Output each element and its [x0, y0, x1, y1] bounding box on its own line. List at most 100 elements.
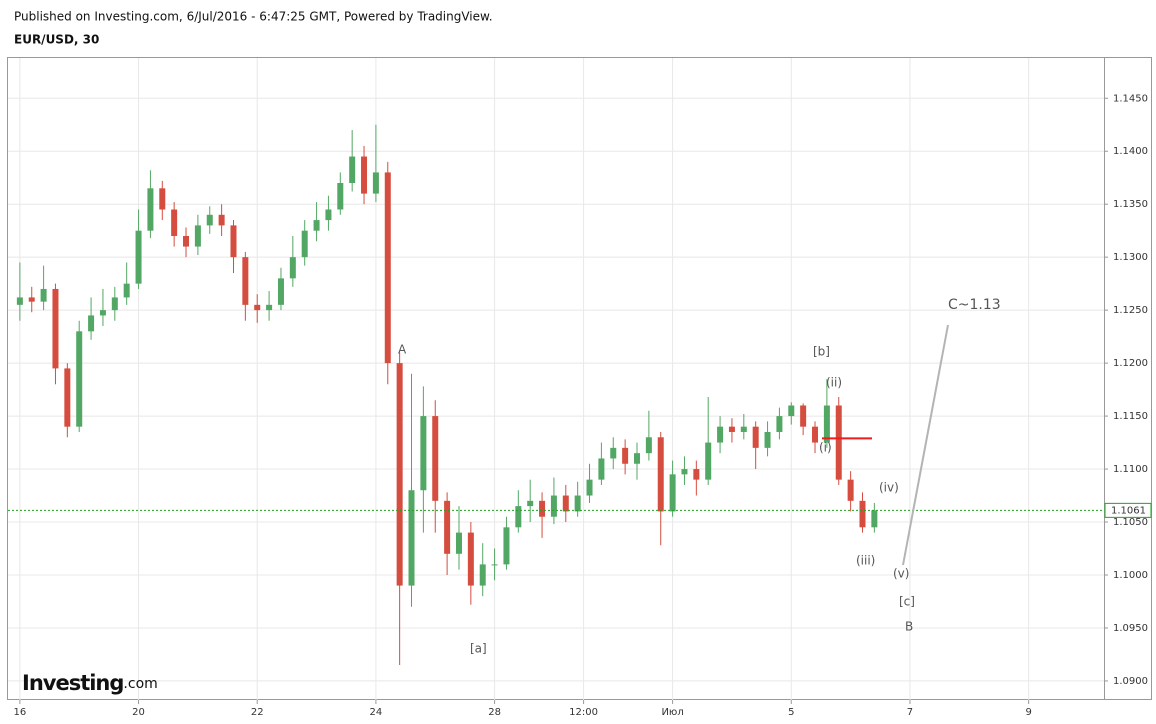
wave-label: [c]	[899, 595, 915, 609]
candle-body	[76, 331, 83, 427]
candle-body	[171, 209, 178, 236]
y-tick-label: 1.1000	[1113, 570, 1148, 581]
candle-body	[277, 278, 284, 305]
candle-body	[574, 495, 581, 512]
candle-body	[123, 283, 130, 298]
x-tick-label: 20	[132, 707, 145, 718]
plot-frame	[7, 57, 1105, 700]
y-tick-label: 1.1150	[1113, 411, 1148, 422]
y-tick-label: 1.1450	[1113, 93, 1148, 104]
candle-body	[372, 172, 379, 194]
logo-main: Investing	[22, 671, 123, 695]
candle-body	[503, 527, 510, 565]
x-tick-label: 22	[251, 707, 264, 718]
candle-body	[681, 469, 688, 475]
last-price-label: 1.1061	[1111, 505, 1146, 516]
candle-body	[313, 220, 320, 231]
candle-body	[717, 426, 724, 443]
candle-body	[266, 304, 273, 311]
wave-label: [a]	[470, 642, 487, 656]
candle-body	[337, 183, 344, 210]
candle-body	[384, 172, 391, 364]
candle-body	[622, 447, 629, 464]
x-tick-label: Июл	[661, 707, 683, 718]
candle-body	[550, 495, 557, 517]
last-price-box	[1104, 502, 1152, 518]
candle-body	[515, 506, 522, 528]
candle-body	[64, 368, 71, 427]
candle-body	[325, 209, 332, 221]
candle-body	[728, 426, 735, 432]
candle-body	[527, 500, 534, 507]
y-tick-label: 1.0950	[1113, 623, 1148, 634]
candle-body	[28, 297, 35, 302]
x-tick-label: 7	[907, 707, 913, 718]
candle-body	[420, 416, 427, 491]
x-tick-label: 16	[14, 707, 27, 718]
candle-body	[823, 405, 830, 443]
candle-body	[539, 500, 546, 517]
wave-label: (v)	[893, 567, 909, 581]
candle-body	[361, 156, 368, 194]
candle-body	[183, 235, 190, 247]
x-tick-label: 5	[788, 707, 794, 718]
candle-body	[218, 214, 225, 226]
candle-body	[752, 426, 759, 448]
candle-body	[254, 304, 261, 311]
candle-body	[40, 288, 47, 302]
wave-label: (iii)	[856, 554, 875, 568]
candle-body	[230, 225, 237, 258]
candle-body	[159, 188, 166, 210]
wave-label: (iv)	[879, 481, 899, 495]
candle-body	[206, 214, 213, 226]
y-tick-label: 1.1050	[1113, 517, 1148, 528]
wave-label: [b]	[813, 345, 830, 359]
candle-body	[16, 297, 23, 305]
candle-body	[586, 479, 593, 496]
candle-body	[408, 490, 415, 586]
candle-body	[776, 416, 783, 432]
candle-body	[645, 437, 652, 454]
x-tick-label: 28	[488, 707, 501, 718]
candle-body	[871, 510, 878, 528]
x-tick-label: 24	[370, 707, 383, 718]
candle-body	[693, 469, 700, 480]
candle-body	[467, 532, 474, 586]
candle-body	[135, 230, 142, 284]
x-tick-label: 12:00	[569, 707, 598, 718]
candle-body	[88, 315, 95, 332]
wave-label: B	[905, 620, 913, 634]
candle-body	[455, 532, 462, 554]
candle-body	[349, 156, 356, 184]
candle-body	[740, 426, 747, 432]
candle-body	[479, 564, 486, 586]
candle-body	[835, 405, 842, 480]
candle-body	[289, 257, 296, 279]
candle-body	[147, 188, 154, 231]
y-tick-label: 1.1350	[1113, 199, 1148, 210]
candle-body	[800, 405, 807, 427]
logo-suffix: .com	[123, 676, 157, 692]
y-tick-label: 1.1400	[1113, 146, 1148, 157]
candle-body	[705, 442, 712, 480]
price-axis-frame	[1104, 57, 1152, 700]
y-tick-label: 1.1100	[1113, 464, 1148, 475]
candle-body	[812, 426, 819, 443]
candle-body	[242, 257, 249, 305]
wave-label: (i)	[819, 441, 832, 455]
candle-body	[111, 297, 118, 311]
candle-body	[491, 564, 498, 566]
candle-body	[847, 479, 854, 501]
wave-label: (ii)	[826, 376, 842, 390]
y-tick-label: 1.0900	[1113, 676, 1148, 687]
candle-body	[598, 458, 605, 480]
candle-body	[633, 453, 640, 464]
candle-body	[194, 225, 201, 247]
candle-body	[562, 495, 569, 512]
candle-body	[52, 288, 59, 369]
y-tick-label: 1.1200	[1113, 358, 1148, 369]
x-tick-label: 9	[1025, 707, 1031, 718]
y-tick-label: 1.1250	[1113, 305, 1148, 316]
candle-body	[657, 437, 664, 512]
